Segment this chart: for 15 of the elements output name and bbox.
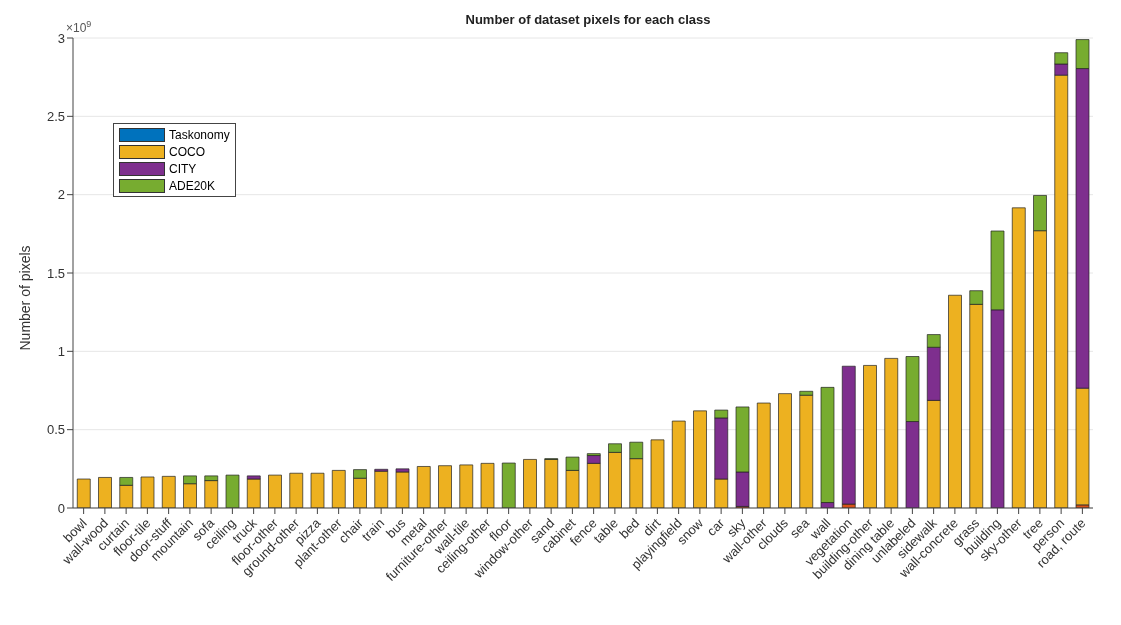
y-tick-label: 0 <box>57 500 65 516</box>
chart-title: Number of dataset pixels for each class <box>465 12 711 27</box>
y-tick-label: 3 <box>57 30 65 46</box>
y-tick-label: 2 <box>57 187 65 203</box>
y-tick-label: 1.5 <box>46 265 65 281</box>
y-tick-label: 2.5 <box>46 108 65 124</box>
y-axis-title: Number of pixels <box>17 245 33 351</box>
legend-label: CITY <box>169 161 197 176</box>
legend-label: Taskonomy <box>169 127 230 142</box>
legend-label: ADE20K <box>169 178 216 193</box>
y-tick-label: 0.5 <box>46 422 65 438</box>
y-tick-label: 1 <box>57 343 65 359</box>
text: ×10$^{9}$ <box>66 19 92 35</box>
legend-label: COCO <box>169 144 205 159</box>
x-tick-label: car <box>703 515 728 539</box>
